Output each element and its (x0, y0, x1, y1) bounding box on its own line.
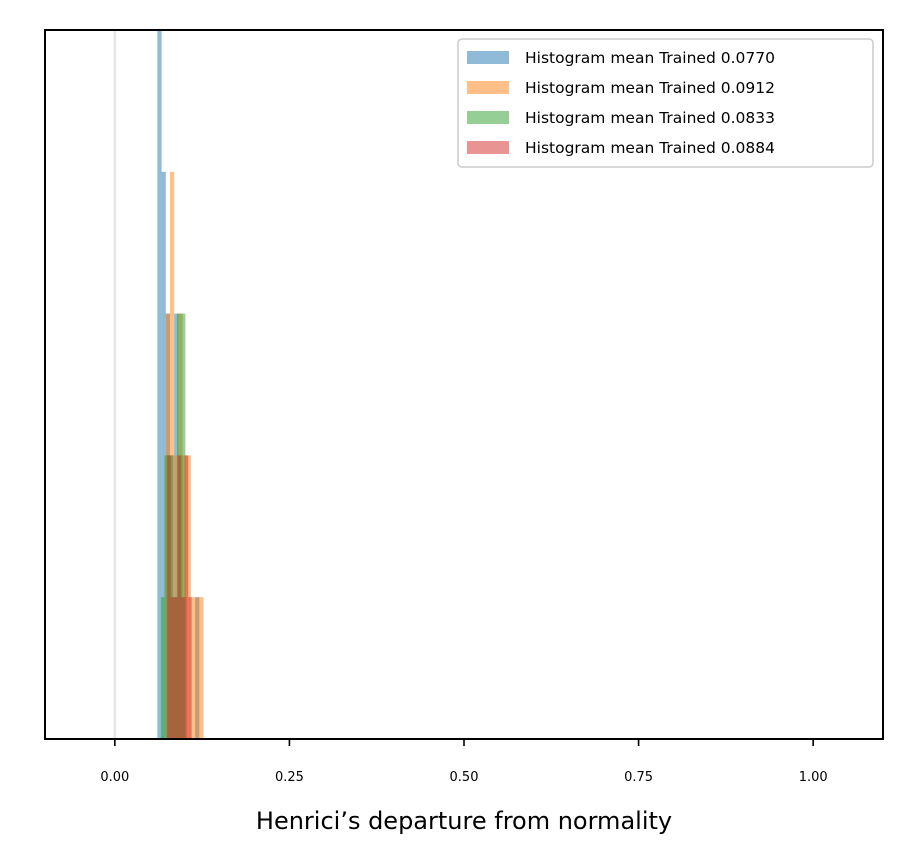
histogram-bar (184, 455, 189, 739)
legend-item: Histogram mean Trained 0.0770 (467, 49, 775, 67)
series-4-bars (167, 455, 192, 739)
histogram-bar (157, 30, 162, 739)
legend-label: Histogram mean Trained 0.0833 (525, 109, 775, 127)
histogram-bars (157, 30, 204, 740)
legend-swatch (467, 81, 509, 94)
x-tick-label: 0.00 (100, 770, 129, 785)
legend-item: Histogram mean Trained 0.0833 (467, 109, 775, 127)
histogram-bar (188, 597, 192, 739)
legend-swatch (467, 141, 509, 154)
histogram-bar (195, 597, 200, 739)
histogram-bar (181, 597, 185, 739)
x-tick-label: 1.00 (799, 770, 828, 785)
legend-label: Histogram mean Trained 0.0770 (525, 49, 775, 67)
histogram-bar (167, 455, 171, 739)
x-tick-label: 0.25 (275, 770, 304, 785)
x-axis-ticks: 0.00 0.25 0.50 0.75 1.00 (100, 739, 828, 785)
legend-box (457, 38, 874, 168)
x-tick-label: 0.75 (624, 770, 653, 785)
legend-item: Histogram mean Trained 0.0912 (467, 79, 775, 97)
x-tick-label: 0.50 (450, 770, 479, 785)
histogram-bar (161, 171, 166, 740)
legend-swatch (467, 51, 509, 64)
histogram-bar (170, 597, 175, 739)
legend-item: Histogram mean Trained 0.0884 (467, 139, 775, 157)
plot-area (113, 30, 204, 740)
histogram-bar (181, 313, 186, 739)
histogram-bar (199, 597, 204, 739)
histogram-bar (160, 597, 165, 739)
x-axis-label: Henrici’s departure from normality (256, 807, 672, 835)
histogram-bar (164, 455, 169, 739)
legend-label: Histogram mean Trained 0.0884 (525, 139, 775, 157)
legend-label: Histogram mean Trained 0.0912 (525, 79, 775, 97)
histogram-bar (190, 597, 196, 739)
legend: Histogram mean Trained 0.0770 Histogram m… (457, 38, 874, 168)
histogram-bar (174, 597, 178, 739)
histogram-bar (177, 455, 182, 739)
legend-swatch (467, 111, 509, 124)
